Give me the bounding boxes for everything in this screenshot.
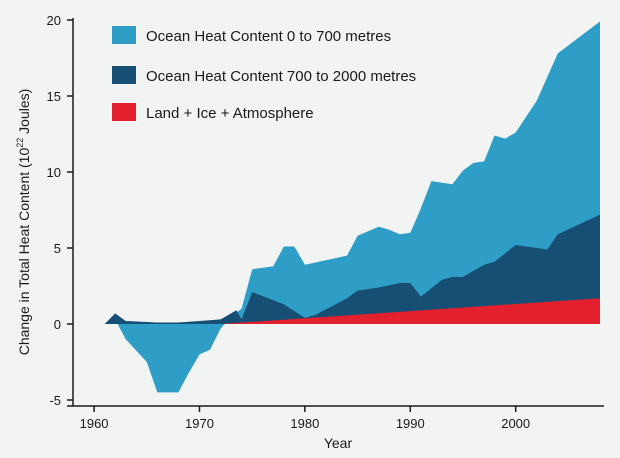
y-tick-label: 0 (54, 317, 61, 332)
y-tick-label: 20 (47, 13, 61, 28)
legend-label-ocean-700-2000: Ocean Heat Content 700 to 2000 metres (146, 68, 416, 85)
legend-swatch-ocean-700-2000 (112, 66, 136, 84)
x-tick-label: 1970 (185, 416, 214, 431)
y-tick-label: 15 (47, 89, 61, 104)
legend-item-ocean-0-700: Ocean Heat Content 0 to 700 metres (112, 26, 391, 45)
area-land-ice-atmosphere (220, 298, 600, 324)
y-tick-label: 5 (54, 241, 61, 256)
legend-label-land-ice-atmosphere: Land + Ice + Atmosphere (146, 105, 314, 122)
chart-areas (104, 21, 600, 393)
y-axis-title: Change in Total Heat Content (1022 Joule… (15, 89, 32, 356)
y-tick-label: -5 (49, 393, 61, 408)
area-ocean-700-2000 (104, 214, 600, 324)
chart-axes: -5 0 5 10 15 20 1960 1970 1980 1990 2000 (47, 13, 604, 431)
y-tick-label: 10 (47, 165, 61, 180)
legend-swatch-ocean-0-700 (112, 26, 136, 44)
x-tick-label: 2000 (501, 416, 530, 431)
y-ticks: -5 0 5 10 15 20 (47, 13, 73, 408)
chart-legend: Ocean Heat Content 0 to 700 metres Ocean… (112, 26, 416, 122)
legend-label-ocean-0-700: Ocean Heat Content 0 to 700 metres (146, 28, 391, 45)
x-tick-label: 1980 (290, 416, 319, 431)
legend-item-land-ice-atmosphere: Land + Ice + Atmosphere (112, 103, 314, 122)
y-axis-title-tail: Joules) (16, 89, 32, 138)
legend-swatch-land-ice-atmosphere (112, 103, 136, 121)
y-axis-title-exponent: 22 (15, 138, 25, 148)
x-tick-label: 1990 (396, 416, 425, 431)
x-ticks: 1960 1970 1980 1990 2000 (80, 406, 530, 431)
x-tick-label: 1960 (80, 416, 109, 431)
legend-item-ocean-700-2000: Ocean Heat Content 700 to 2000 metres (112, 66, 416, 85)
y-axis-title-main: Change in Total Heat Content (10 (16, 148, 32, 356)
x-axis-title: Year (324, 435, 353, 451)
